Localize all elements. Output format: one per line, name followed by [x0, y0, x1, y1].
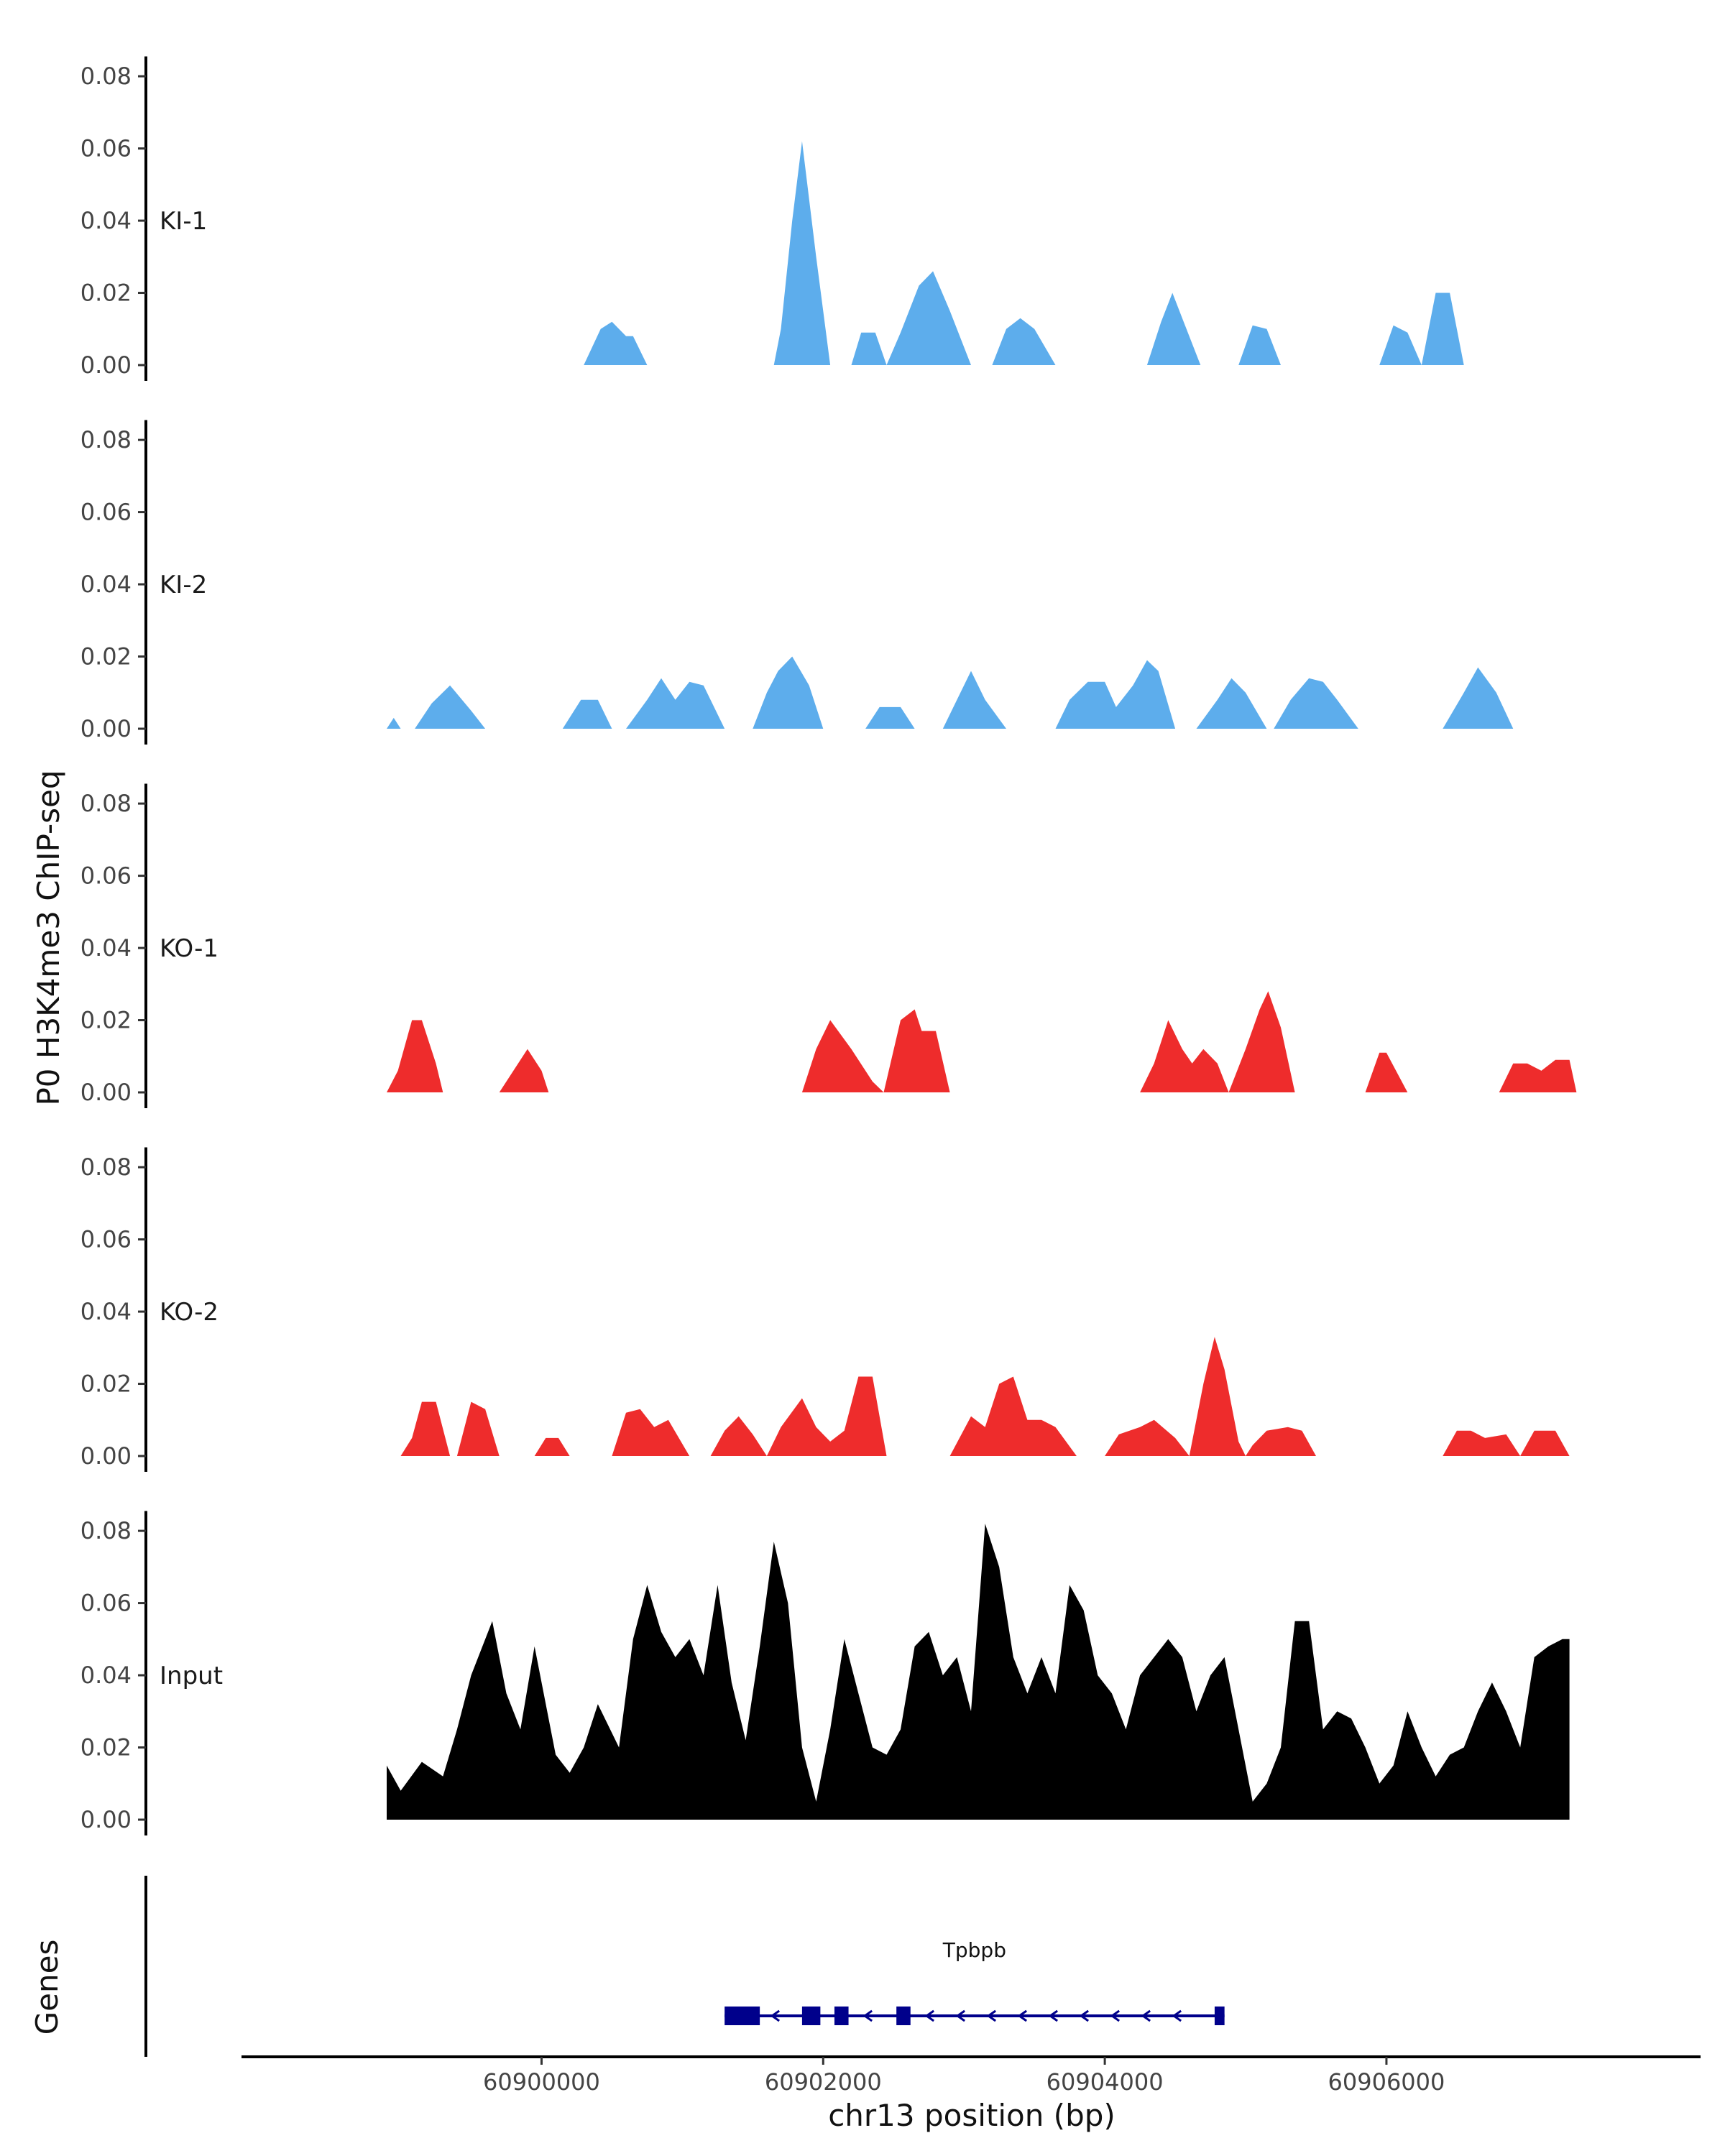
track-label: KO-1 — [160, 934, 218, 963]
x-tick-label: 60902000 — [765, 2068, 882, 2096]
y-tick-label: 0.06 — [80, 1226, 132, 1253]
x-tick-label: 60906000 — [1328, 2068, 1445, 2096]
x-axis: 60900000 60902000 60904000 60906000 — [242, 2055, 1701, 2096]
track-label: KO-2 — [160, 1298, 218, 1327]
y-tick-label: 0.06 — [80, 499, 132, 526]
strand-arrow — [924, 2009, 935, 2022]
track-ki-1: 0.00 0.02 0.04 0.06 0.08 KI-1 — [80, 56, 1464, 381]
strand-arrow — [1048, 2009, 1059, 2022]
genes-track-label: Genes — [29, 1940, 65, 2035]
y-tick-label: 0.04 — [80, 207, 132, 234]
y-tick-label: 0.08 — [80, 63, 132, 90]
y-tick-label: 0.08 — [80, 1517, 132, 1544]
y-tick-label: 0.08 — [80, 426, 132, 453]
y-tick-label: 0.06 — [80, 862, 132, 890]
y-tick-label: 0.02 — [80, 280, 132, 307]
strand-arrow — [1079, 2009, 1090, 2022]
signal-area-ko-1 — [387, 991, 1577, 1092]
gene-exon — [1214, 2007, 1225, 2025]
y-tick-label: 0.06 — [80, 1590, 132, 1617]
y-tick-label: 0.00 — [80, 715, 132, 742]
signal-area-ko-2 — [400, 1337, 1570, 1456]
y-tick-label: 0.02 — [80, 1370, 132, 1398]
gene-name: Tpbpb — [942, 1938, 1006, 1962]
strand-arrow — [1172, 2009, 1182, 2022]
y-tick-label: 0.08 — [80, 1153, 132, 1181]
track-label: Input — [160, 1662, 223, 1690]
y-tick-label: 0.04 — [80, 1298, 132, 1325]
track-input: 0.00 0.02 0.04 0.06 0.08 Input — [80, 1511, 1570, 1835]
y-tick-label: 0.04 — [80, 934, 132, 962]
y-tick-label: 0.00 — [80, 1442, 132, 1470]
gene-exon — [834, 2007, 849, 2025]
signal-tracks: 0.00 0.02 0.04 0.06 0.08 KI-1 0.00 0.02 0.04 0.06… — [80, 56, 1577, 1835]
genes-track: Genes Tpbpb — [29, 1876, 1225, 2057]
y-tick-label: 0.08 — [80, 790, 132, 817]
x-tick-label: 60900000 — [483, 2068, 600, 2096]
gene-exon — [801, 2007, 821, 2025]
track-ki-2: 0.00 0.02 0.04 0.06 0.08 KI-2 — [80, 420, 1514, 745]
y-tick-label: 0.02 — [80, 1007, 132, 1034]
strand-arrow — [1141, 2009, 1151, 2022]
signal-area-ki-2 — [387, 656, 1514, 729]
x-tick-label: 60904000 — [1046, 2068, 1164, 2096]
track-ko-1: 0.00 0.02 0.04 0.06 0.08 KO-1 — [80, 783, 1577, 1108]
signal-area-input — [387, 1524, 1570, 1820]
y-tick-label: 0.00 — [80, 351, 132, 379]
strand-arrow — [770, 2009, 781, 2022]
y-tick-label: 0.02 — [80, 643, 132, 671]
y-tick-label: 0.00 — [80, 1079, 132, 1106]
strand-arrow — [955, 2009, 966, 2022]
track-ko-2: 0.00 0.02 0.04 0.06 0.08 KO-2 — [80, 1147, 1570, 1472]
y-tick-label: 0.00 — [80, 1806, 132, 1833]
y-tick-label: 0.04 — [80, 1662, 132, 1689]
strand-arrow — [1110, 2009, 1121, 2022]
track-label: KI-2 — [160, 571, 207, 599]
y-tick-label: 0.04 — [80, 571, 132, 598]
signal-area-ki-1 — [584, 141, 1464, 365]
strand-arrow — [986, 2009, 997, 2022]
y-tick-label: 0.06 — [80, 135, 132, 162]
x-axis-title: chr13 position (bp) — [828, 2098, 1116, 2133]
track-label: KI-1 — [160, 207, 207, 236]
gene-exon — [896, 2007, 911, 2025]
strand-arrow — [862, 2009, 873, 2022]
y-tick-label: 0.02 — [80, 1734, 132, 1761]
strand-arrow — [1017, 2009, 1028, 2022]
gene-exon — [724, 2007, 760, 2025]
y-axis-title: P0 H3K4me3 ChIP-seq — [31, 770, 66, 1105]
